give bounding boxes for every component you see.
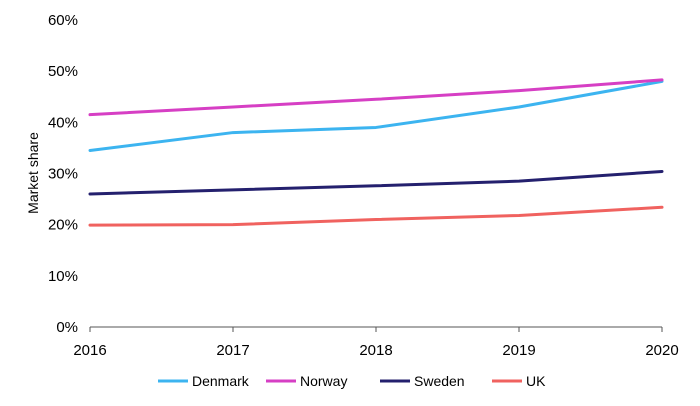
x-tick-label: 2020 [645, 342, 678, 359]
y-axis-ticks: 0% 10% 20% 30% 40% 50% 60% [48, 12, 78, 336]
y-tick-label: 10% [48, 268, 78, 285]
legend-label: Denmark [192, 373, 250, 389]
legend-item-uk: UK [492, 373, 546, 389]
x-axis-ticks: 2016 2017 2018 2019 2020 [73, 327, 679, 359]
y-axis-title: Market share [25, 132, 41, 214]
x-tick-label: 2018 [359, 342, 392, 359]
series-line-sweden [88, 169, 664, 196]
y-tick-label: 50% [48, 63, 78, 80]
x-tick-label: 2016 [73, 342, 106, 359]
y-tick-label: 40% [48, 114, 78, 131]
y-tick-label: 0% [56, 319, 78, 336]
y-tick-label: 20% [48, 217, 78, 234]
series-lines [88, 78, 664, 227]
legend-item-norway: Norway [266, 373, 347, 389]
series-line-uk [88, 205, 664, 227]
legend-label: Norway [300, 373, 347, 389]
x-tick-label: 2019 [502, 342, 535, 359]
legend-label: UK [526, 373, 546, 389]
y-tick-label: 30% [48, 166, 78, 183]
legend-label: Sweden [414, 373, 465, 389]
legend-item-sweden: Sweden [380, 373, 465, 389]
x-tick-label: 2017 [216, 342, 249, 359]
legend: Denmark Norway Sweden UK [158, 373, 546, 389]
y-tick-label: 60% [48, 12, 78, 29]
series-line-denmark [88, 79, 664, 152]
legend-item-denmark: Denmark [158, 373, 250, 389]
